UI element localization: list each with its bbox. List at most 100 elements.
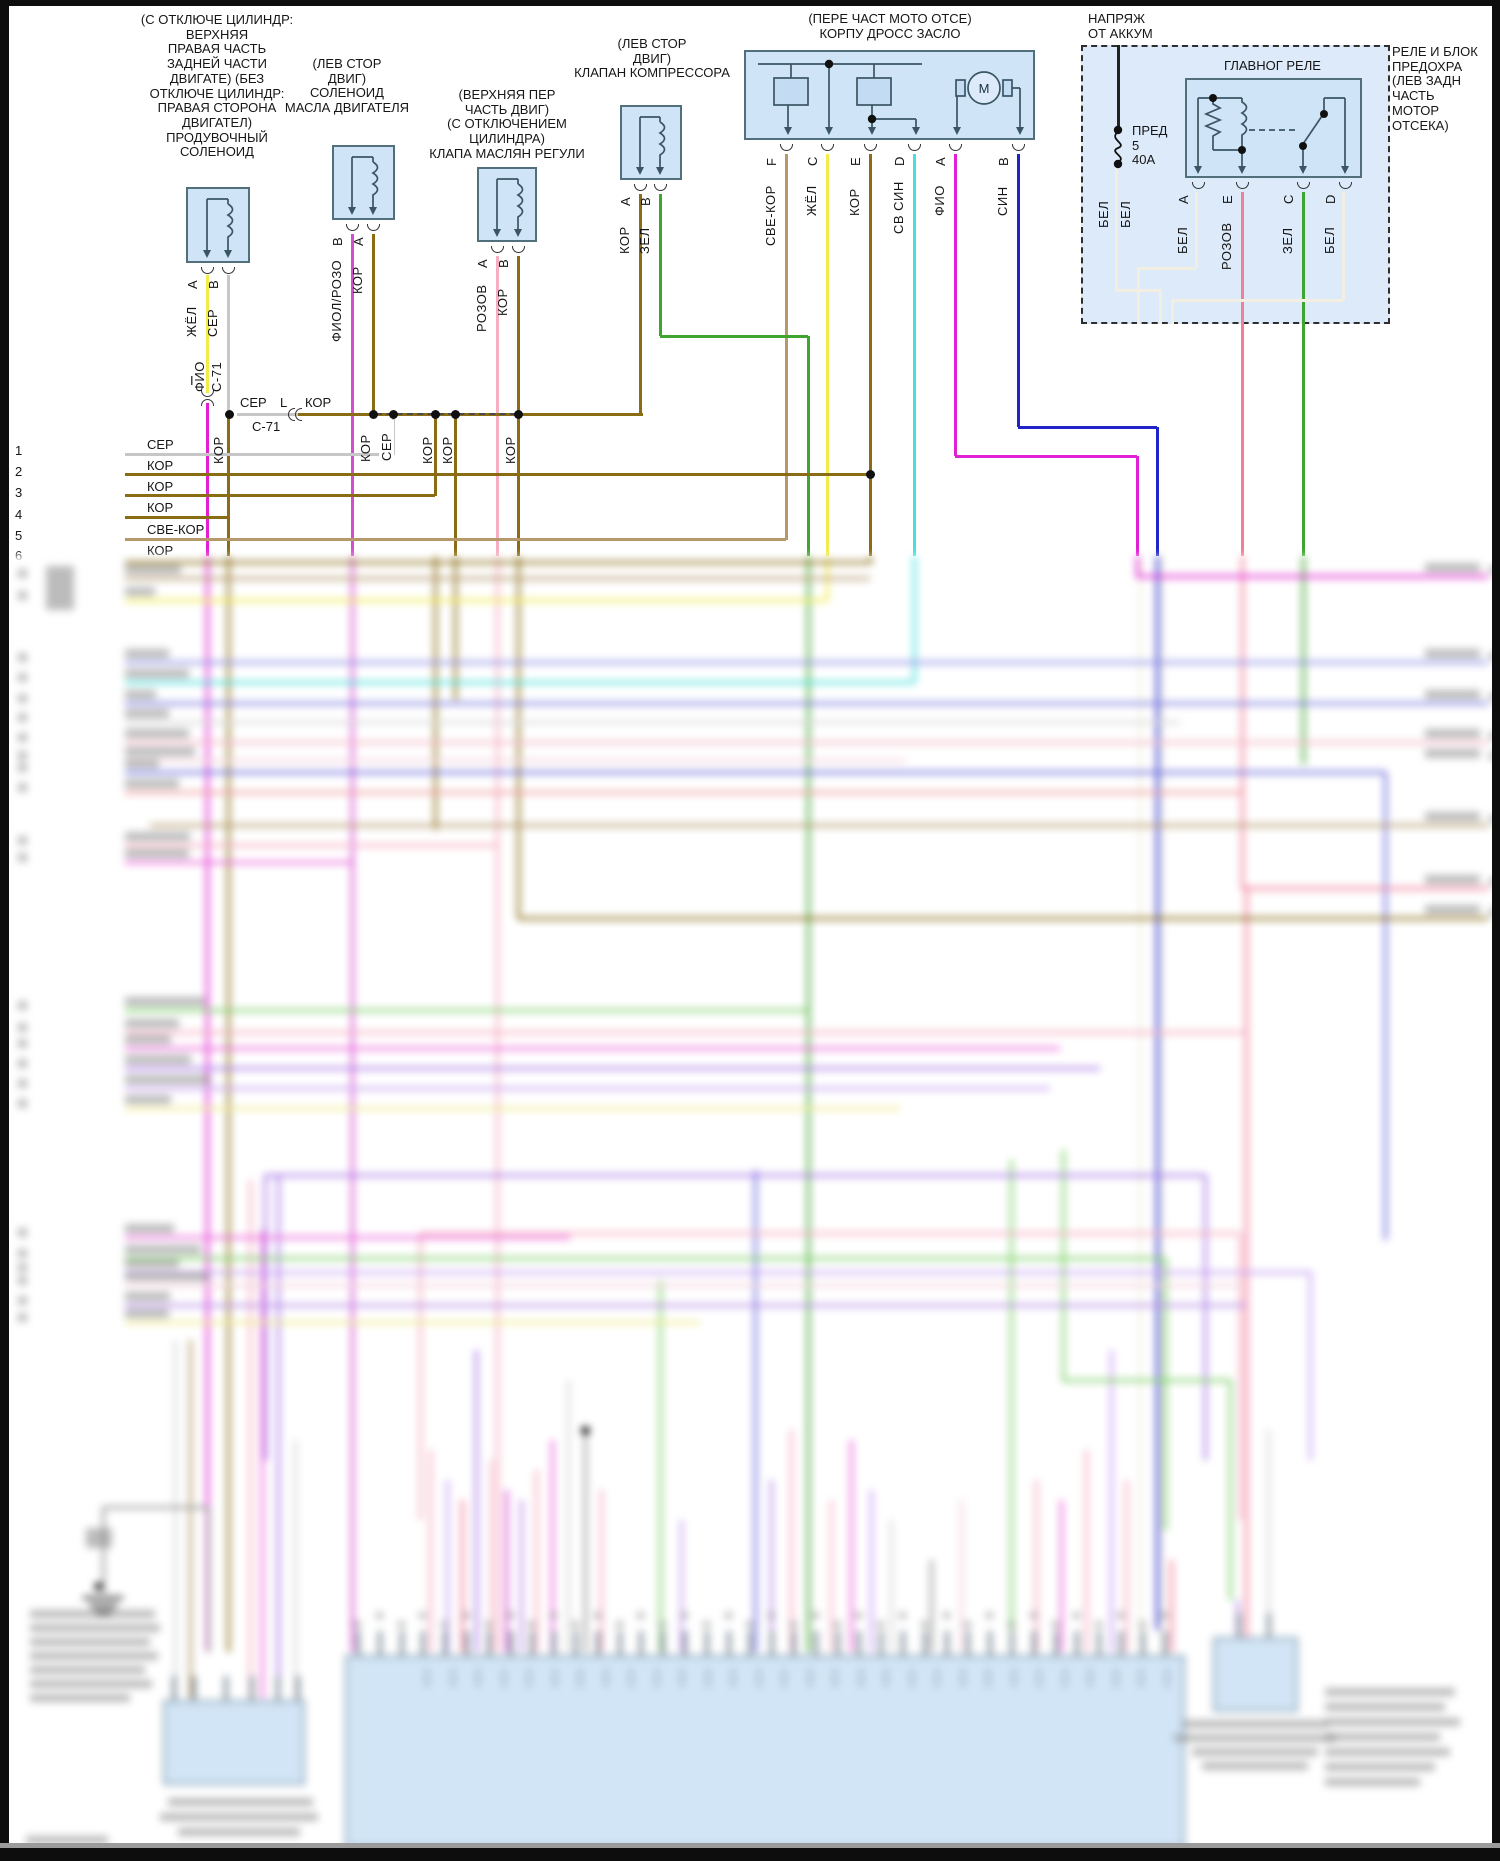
wire-annotation: КОР bbox=[420, 436, 435, 464]
wire-ser2 bbox=[583, 1430, 587, 1652]
caption-line: ДВИГАТЕЛ) bbox=[181, 114, 253, 130]
wire-svekor bbox=[125, 537, 786, 541]
wire-sin bbox=[1155, 427, 1159, 556]
illegible-caption-line bbox=[1325, 1718, 1460, 1726]
connector-pin-stub bbox=[944, 1631, 949, 1657]
wire-violet bbox=[125, 1270, 1310, 1274]
wire-blk bbox=[1116, 45, 1120, 128]
wire-rozovlt bbox=[495, 556, 499, 1652]
connector-pin-stub bbox=[1119, 1631, 1123, 1657]
illegible-pin-name bbox=[833, 1668, 837, 1688]
wire-blue3 bbox=[125, 701, 1488, 705]
illegible-pin-number bbox=[855, 1612, 863, 1619]
wire-zel bbox=[1301, 556, 1305, 764]
illegible-pin-number bbox=[1138, 1621, 1146, 1628]
connector-pin-stub bbox=[595, 1631, 600, 1657]
wire-rozovlt bbox=[534, 1470, 538, 1652]
connector-pin-stub bbox=[901, 1631, 905, 1657]
wire-bel bbox=[1172, 298, 1343, 302]
wire-color-label: КОР bbox=[847, 188, 862, 216]
wire-greenlt bbox=[658, 1280, 662, 1652]
illegible-caption-line bbox=[30, 1666, 145, 1674]
wire-kor bbox=[868, 556, 872, 564]
illegible-caption-line bbox=[30, 1680, 152, 1688]
connector-pin-stub bbox=[421, 1631, 426, 1657]
caption-block: (С ОТКЛЮЧЕ ЦИЛИНДР: ВЕРХНЯЯ ПРАВАЯ ЧАСТЬ ЗА… bbox=[137, 12, 297, 160]
caption-line: ПРАВАЯ СТОРОНА bbox=[157, 100, 277, 116]
connector-pin-stub bbox=[617, 1631, 622, 1657]
connector-pin-stub bbox=[1140, 1631, 1145, 1657]
illegible-wire-label bbox=[125, 1259, 179, 1268]
wire-color-label: СИН bbox=[995, 186, 1010, 216]
illegible-caption-line bbox=[1182, 1720, 1328, 1728]
illegible-wire-label bbox=[125, 565, 181, 574]
wire-annotation: СЕР bbox=[379, 420, 394, 462]
illegible-pin-number bbox=[1008, 1621, 1015, 1628]
wire-sin bbox=[1018, 425, 1157, 429]
illegible-pin-number bbox=[659, 1621, 667, 1628]
wire-color-label: КОР bbox=[617, 226, 632, 254]
caption-block: (ВЕРХНЯЯ ПЕР ЧАСТЬ ДВИГ) (С ОТКЛЮЧЕНИЕМ ЦИЛ… bbox=[422, 87, 592, 162]
illegible-pin-number bbox=[1117, 1612, 1124, 1619]
wire-greenlt bbox=[1063, 1378, 1230, 1382]
illegible-pin-number bbox=[877, 1621, 885, 1628]
throttle-internal-circuit: M bbox=[758, 59, 1024, 135]
pin-letter: А bbox=[185, 279, 200, 289]
wire-pinkpale bbox=[125, 740, 1488, 744]
caption-block: РЕЛЕ И БЛОК ПРЕДОХРА (ЛЕВ ЗАДН ЧАСТЬ МОТОР ОТ… bbox=[1392, 44, 1497, 133]
wire-violet bbox=[1308, 1272, 1312, 1460]
illegible-caption-line bbox=[30, 1694, 130, 1702]
illegible-row-number bbox=[18, 1079, 27, 1088]
illegible-pin-name bbox=[1037, 1668, 1041, 1688]
wire-bel bbox=[1160, 556, 1164, 1652]
wire-zel bbox=[660, 334, 808, 338]
wire-color-label: КОР bbox=[495, 288, 510, 316]
illegible-row-number bbox=[18, 591, 27, 600]
illegible-wire-label bbox=[1425, 812, 1480, 821]
illegible-wire-label bbox=[125, 1224, 174, 1233]
illegible-row-number bbox=[18, 694, 27, 703]
wire-kor bbox=[516, 256, 520, 556]
solenoid-symbol bbox=[493, 178, 524, 237]
illegible-row-number bbox=[18, 783, 27, 792]
wire-color-label: СВ СИН bbox=[891, 181, 906, 234]
illegible-wire-label bbox=[125, 1309, 169, 1318]
illegible-row-number bbox=[18, 713, 27, 722]
illegible-pin-name bbox=[476, 1668, 480, 1688]
wire-bel bbox=[1114, 164, 1118, 292]
wire-zel bbox=[1301, 192, 1305, 556]
illegible-pin-number bbox=[506, 1612, 514, 1619]
wire-rozov bbox=[1240, 556, 1244, 890]
pin-letter: С bbox=[805, 156, 820, 166]
pin-letter: D bbox=[892, 156, 907, 166]
bus-connector-arc bbox=[288, 407, 295, 421]
caption-line: КОРПУ ДРОСС ЗАСЛО bbox=[819, 25, 961, 41]
wire-rozov bbox=[1169, 1560, 1173, 1652]
illegible-row-number bbox=[18, 1228, 27, 1237]
wire-color-label: РОЗОВ bbox=[474, 284, 489, 333]
blurred-region bbox=[0, 556, 1500, 1861]
junction-dot bbox=[94, 1582, 103, 1591]
caption-line: (ВЕРХНЯЯ ПЕР bbox=[458, 87, 556, 102]
svg-text:M: M bbox=[979, 81, 990, 96]
connector-pin-stub bbox=[250, 1676, 254, 1702]
pin-connector-arc bbox=[907, 144, 921, 151]
connector-pin-stub bbox=[465, 1631, 469, 1657]
wire-zhel bbox=[825, 154, 829, 556]
wire-magenta2 bbox=[125, 1235, 570, 1239]
illegible-caption-line bbox=[1325, 1733, 1440, 1741]
wire-blue4 bbox=[753, 1170, 757, 1652]
wire-kor bbox=[516, 556, 520, 918]
junction-dot bbox=[388, 409, 398, 419]
wire-violet2 bbox=[769, 1480, 773, 1652]
wire-annotation: 3 bbox=[15, 485, 23, 500]
wire-violet bbox=[1109, 1350, 1113, 1652]
wire-greenlt bbox=[125, 1256, 1165, 1260]
illegible-pin-name bbox=[960, 1668, 965, 1688]
connector-pin-stub bbox=[530, 1631, 535, 1657]
junction-dot bbox=[865, 469, 875, 479]
caption-line: 5 bbox=[1132, 137, 1140, 153]
wire-color-label: БЕЛ bbox=[1322, 226, 1337, 254]
frame-top bbox=[0, 0, 1500, 6]
frame-left bbox=[0, 0, 9, 1861]
